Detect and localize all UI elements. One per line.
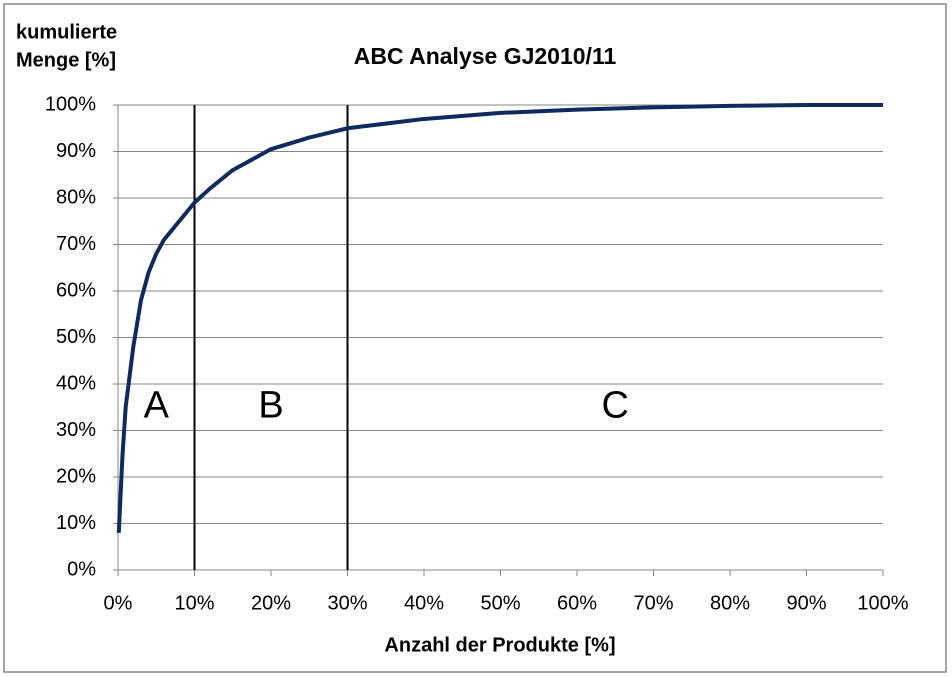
zone-label: B bbox=[258, 384, 283, 426]
y-tick-label: 60% bbox=[56, 279, 96, 301]
x-tick-label: 10% bbox=[174, 592, 214, 614]
zone-label: A bbox=[144, 384, 170, 426]
y-tick-label: 20% bbox=[56, 465, 96, 487]
y-tick-label: 40% bbox=[56, 372, 96, 394]
x-tick-label: 60% bbox=[557, 592, 597, 614]
x-tick-label: 40% bbox=[404, 592, 444, 614]
data-line bbox=[116, 103, 883, 533]
y-tick-label: 30% bbox=[56, 419, 96, 441]
x-tick-label: 20% bbox=[251, 592, 291, 614]
y-axis-label: kumulierte bbox=[16, 21, 117, 43]
chart-title: ABC Analyse GJ2010/11 bbox=[354, 43, 617, 69]
x-tick-label: 90% bbox=[786, 592, 826, 614]
x-tick-label: 80% bbox=[710, 592, 750, 614]
x-tick-label: 30% bbox=[327, 592, 367, 614]
y-tick-label: 50% bbox=[56, 326, 96, 348]
x-tick-label: 100% bbox=[857, 592, 908, 614]
y-tick-label: 100% bbox=[45, 93, 96, 115]
y-axis-label: Menge [%] bbox=[16, 49, 116, 71]
x-tick-label: 50% bbox=[480, 592, 520, 614]
y-tick-label: 10% bbox=[56, 512, 96, 534]
x-axis-label: Anzahl der Produkte [%] bbox=[384, 634, 615, 656]
x-tick-label: 70% bbox=[633, 592, 673, 614]
y-tick-label: 0% bbox=[67, 558, 96, 580]
zone-label: C bbox=[602, 384, 629, 426]
y-tick-label: 90% bbox=[56, 140, 96, 162]
y-tick-label: 70% bbox=[56, 233, 96, 255]
x-tick-label: 0% bbox=[104, 592, 133, 614]
y-tick-label: 80% bbox=[56, 186, 96, 208]
